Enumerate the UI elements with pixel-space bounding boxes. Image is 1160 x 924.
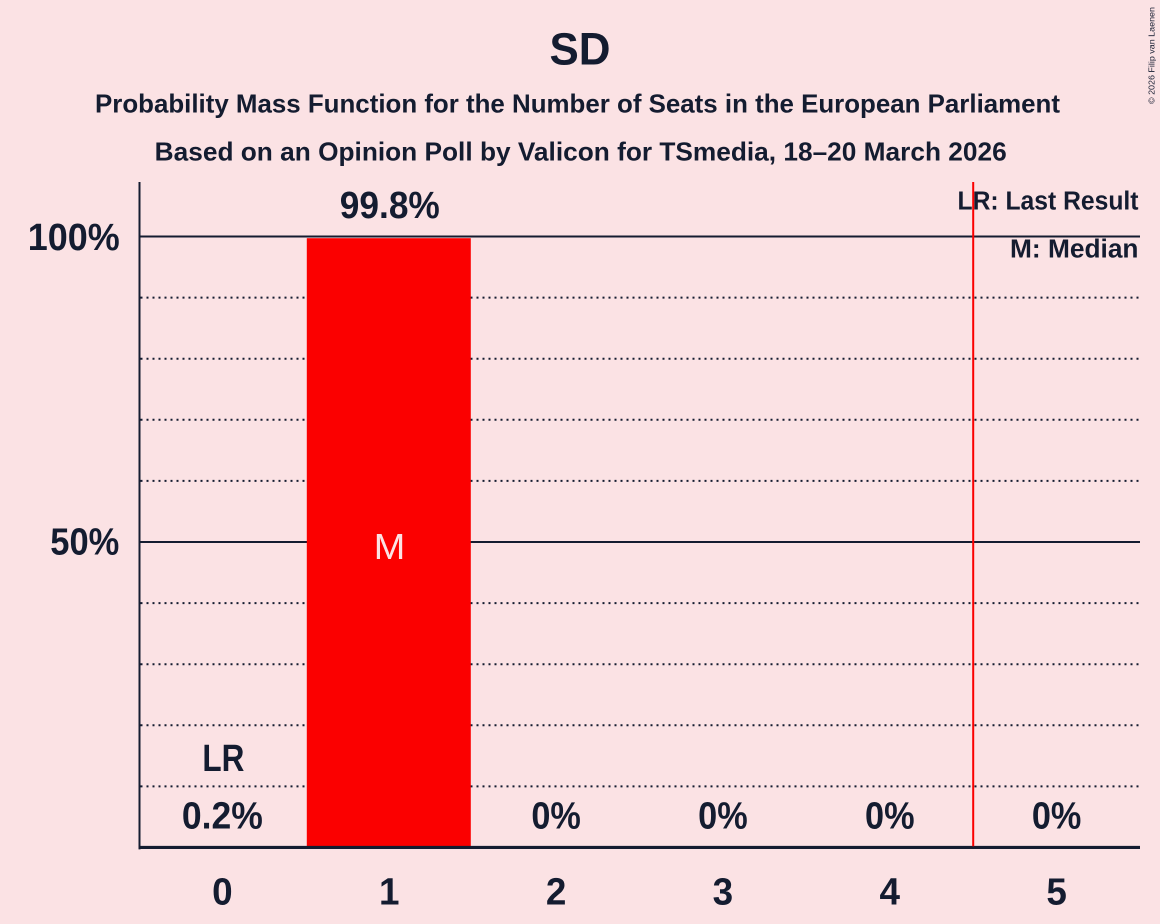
svg-text:100%: 100% <box>28 217 120 259</box>
svg-text:0%: 0% <box>865 796 915 838</box>
svg-text:LR: LR <box>202 738 244 780</box>
svg-text:Probability Mass Function for: Probability Mass Function for the Number… <box>95 89 1060 119</box>
svg-text:0%: 0% <box>531 796 581 838</box>
svg-text:0%: 0% <box>698 796 748 838</box>
svg-text:© 2026 Filip van Laenen: © 2026 Filip van Laenen <box>1147 7 1157 104</box>
svg-text:4: 4 <box>880 871 901 913</box>
svg-text:Based on an Opinion Poll by Va: Based on an Opinion Poll by Valicon for … <box>155 136 1007 166</box>
svg-text:M: Median: M: Median <box>1010 236 1139 264</box>
svg-text:50%: 50% <box>50 521 119 563</box>
svg-text:3: 3 <box>713 871 734 913</box>
svg-text:0%: 0% <box>1032 796 1082 838</box>
svg-text:SD: SD <box>550 24 611 75</box>
svg-text:1: 1 <box>379 871 400 913</box>
svg-text:0: 0 <box>212 871 233 913</box>
svg-text:99.8%: 99.8% <box>340 185 440 227</box>
svg-text:2: 2 <box>546 871 567 913</box>
svg-text:0.2%: 0.2% <box>182 796 263 838</box>
svg-text:M: M <box>374 526 406 567</box>
svg-text:LR: Last Result: LR: Last Result <box>958 188 1139 216</box>
svg-text:5: 5 <box>1046 871 1067 913</box>
